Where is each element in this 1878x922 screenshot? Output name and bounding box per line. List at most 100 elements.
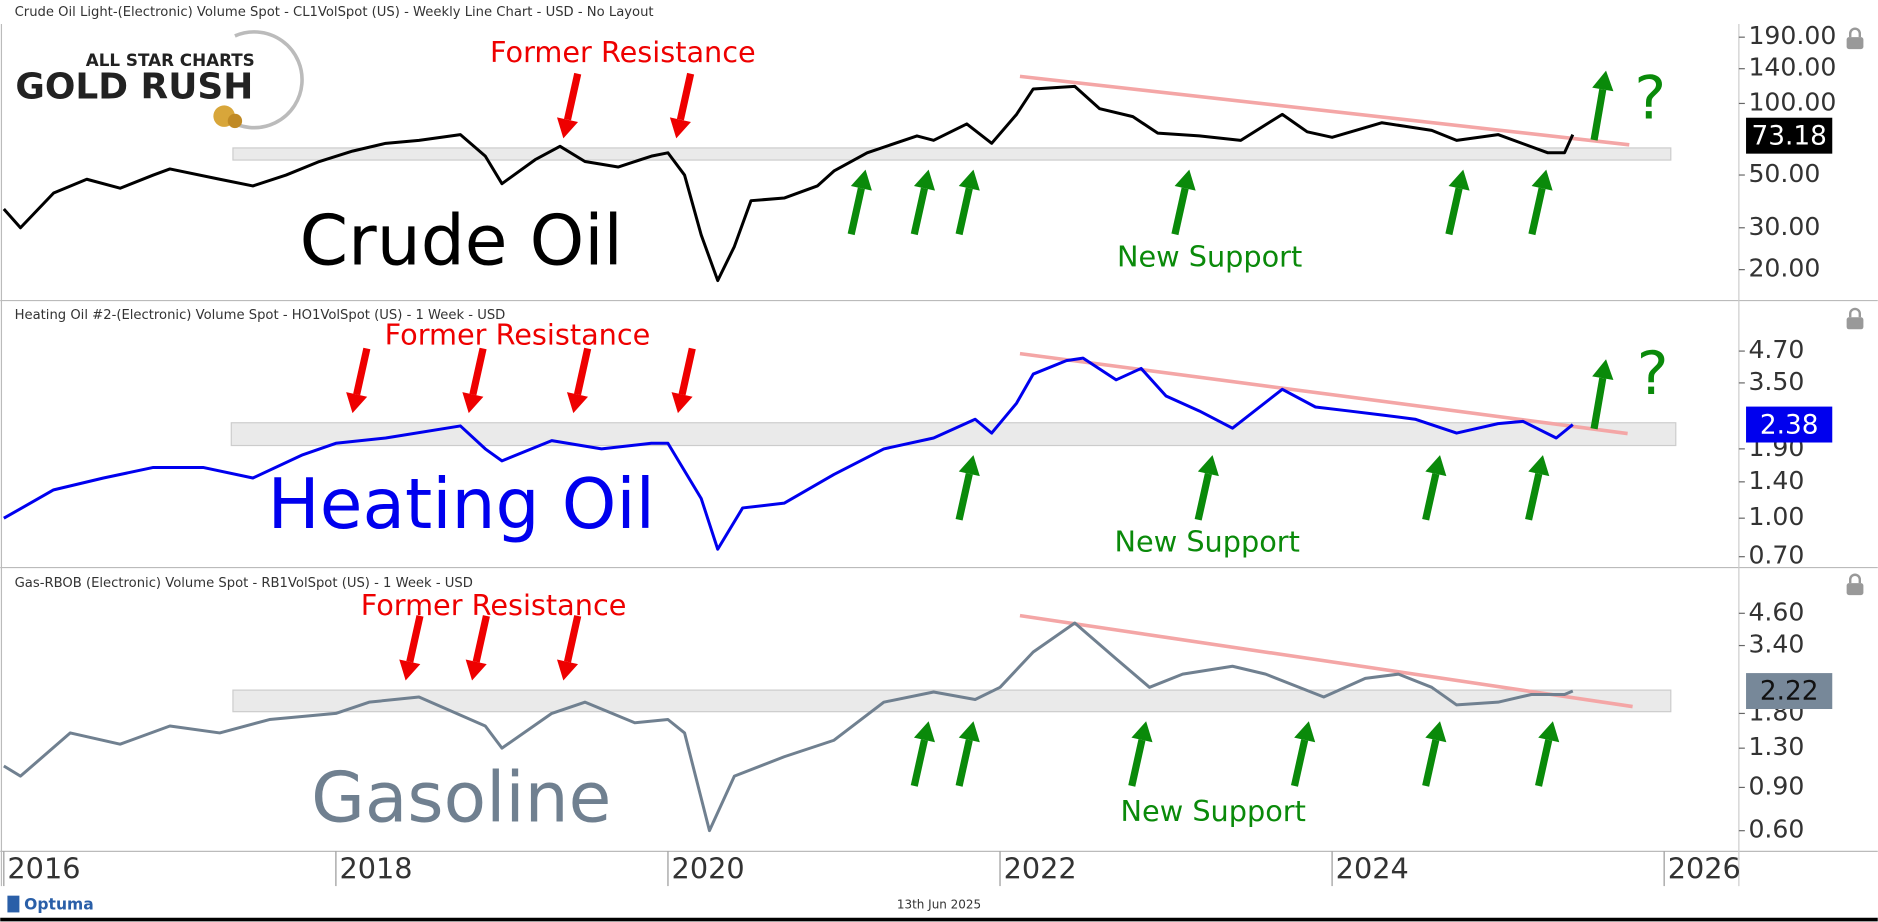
support-arrow-head	[958, 169, 980, 191]
panel-title: Gas-RBOB (Electronic) Volume Spot - RB1V…	[15, 576, 473, 591]
logo-top: ALL STAR CHARTS	[86, 50, 255, 70]
support-arrow	[955, 455, 980, 521]
y-tick-label: 0.70	[1748, 541, 1804, 570]
price-line	[3, 621, 1574, 833]
resistance-arrow-head	[399, 659, 421, 681]
resistance-arrow-shaft	[564, 72, 582, 121]
y-tick-label: 1.30	[1748, 732, 1804, 761]
x-tick-label: 2024	[1336, 852, 1409, 886]
lock-icon	[1846, 307, 1864, 330]
support-arrow-shaft	[1290, 739, 1309, 787]
last-value-label: 2.38	[1760, 410, 1819, 440]
price-line	[3, 356, 1574, 551]
resistance-label: Former Resistance	[490, 35, 756, 69]
lock-icon	[1846, 573, 1864, 596]
support-arrow-head	[1197, 455, 1219, 477]
y-tick-label: 3.50	[1748, 367, 1804, 396]
breakout-arrow-head	[1592, 359, 1614, 381]
question-mark: ?	[1634, 63, 1666, 133]
y-tick-label: 0.90	[1748, 771, 1804, 800]
x-tick-label: 2026	[1668, 852, 1741, 886]
support-arrow	[1194, 455, 1219, 521]
resistance-arrow-shaft	[469, 347, 487, 396]
support-arrow-shaft	[1171, 187, 1189, 236]
x-tick-label: 2020	[672, 852, 745, 886]
support-arrow	[1290, 721, 1316, 787]
y-tick-label: 30.00	[1748, 212, 1820, 241]
support-arrow	[910, 721, 935, 787]
y-tick-label: 1.00	[1748, 502, 1804, 531]
support-arrow	[1128, 721, 1153, 787]
support-arrow-head	[1538, 721, 1560, 743]
support-zone	[230, 422, 1677, 447]
logo-main: GOLD RUSH	[15, 67, 253, 108]
y-tick-label: 190.00	[1748, 21, 1836, 50]
support-arrow-head	[1528, 455, 1550, 477]
logo-ring	[226, 30, 304, 130]
resistance-arrow-shaft	[676, 72, 695, 121]
support-arrow-head	[913, 721, 935, 743]
support-arrow-shaft	[910, 739, 928, 787]
support-label: New Support	[1121, 794, 1306, 828]
resistance-arrow-shaft	[353, 347, 371, 396]
support-arrow-shaft	[1525, 473, 1543, 521]
resistance-arrow-shaft	[564, 615, 582, 663]
resistance-arrow-shaft	[406, 615, 424, 663]
support-arrow-head	[958, 721, 980, 743]
support-arrow-shaft	[955, 473, 973, 521]
support-arrow-shaft	[1194, 473, 1212, 521]
lock-body	[1846, 317, 1864, 330]
support-arrow-head	[1425, 455, 1447, 477]
lock-body	[1846, 583, 1864, 596]
y-tick-label: 3.40	[1748, 630, 1804, 659]
last-value-box	[1746, 673, 1833, 710]
breakout-arrow	[1590, 359, 1614, 430]
last-value-box	[1746, 117, 1833, 154]
y-tick-label: 0.60	[1748, 815, 1804, 844]
support-arrow-head	[913, 169, 935, 191]
support-arrow	[847, 169, 872, 236]
y-tick-label: 50.00	[1748, 159, 1820, 188]
series-name: Gasoline	[311, 758, 611, 838]
support-arrow	[1528, 169, 1553, 236]
support-arrow-head	[1448, 169, 1470, 191]
resistance-arrow	[556, 615, 582, 681]
trendline	[1019, 74, 1630, 147]
last-value-box	[1746, 406, 1833, 443]
support-arrow-shaft	[955, 739, 973, 787]
support-arrow-head	[1174, 169, 1196, 191]
resistance-arrow-head	[346, 392, 368, 414]
lock-shackle	[1849, 573, 1862, 584]
support-label: New Support	[1115, 525, 1300, 559]
y-tick-label: 4.70	[1748, 335, 1804, 364]
support-arrow-head	[850, 169, 872, 191]
resistance-arrow	[346, 347, 371, 414]
footer: Optuma 13th Jun 2025	[0, 895, 1878, 922]
support-zone	[232, 147, 1672, 161]
breakout-arrow-shaft	[1590, 88, 1607, 141]
lock-icon	[1846, 27, 1864, 50]
resistance-arrow-head	[556, 659, 579, 681]
resistance-arrow-head	[671, 392, 693, 414]
support-arrow-head	[958, 455, 980, 477]
resistance-arrow-head	[462, 392, 484, 414]
resistance-arrow-head	[566, 392, 588, 414]
brand-icon	[7, 895, 20, 913]
logo-nugget	[227, 113, 243, 129]
resistance-arrow	[465, 615, 490, 681]
y-tick-label: 4.60	[1748, 597, 1804, 626]
trendline	[1019, 351, 1628, 436]
last-value-label: 2.22	[1760, 677, 1819, 707]
lock-body	[1846, 37, 1864, 50]
brand: Optuma	[24, 896, 94, 914]
x-tick-label: 2022	[1004, 852, 1077, 886]
support-arrow-shaft	[1445, 187, 1463, 236]
support-arrow-shaft	[955, 187, 973, 236]
resistance-arrow	[566, 347, 592, 414]
x-tick-label: 2018	[339, 852, 412, 886]
support-arrow	[1422, 455, 1447, 521]
x-tick-label: 2016	[7, 852, 80, 886]
question-mark: ?	[1637, 339, 1669, 409]
